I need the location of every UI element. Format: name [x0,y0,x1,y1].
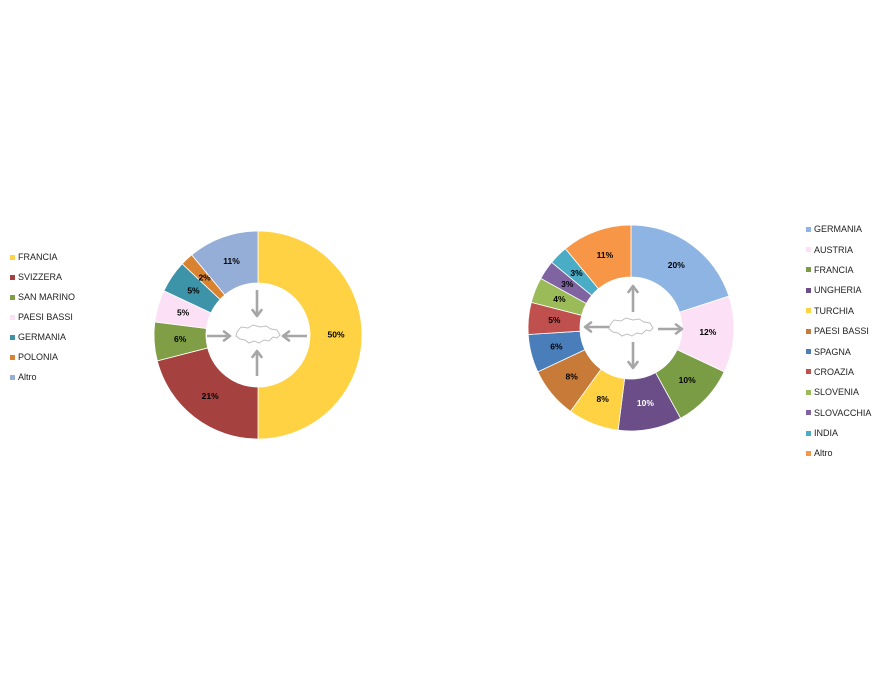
legend-swatch [806,410,811,416]
legend-item-ungheria: UNGHERIA [806,280,871,300]
slice-svizzera [156,347,259,440]
slice-label-francia: 10% [679,375,696,385]
legend-label: SLOVACCHIA [814,407,872,418]
legend-left: FRANCIA SVIZZERA SAN MARINO PAESI BASSI GERM… [10,247,75,387]
legend-label: CROAZIA [814,366,855,377]
legend-item-altro: Altro [806,443,871,463]
legend-item-austria: AUSTRIA [806,239,871,259]
donut-chart-2: 20% 12% 10% 10% 8% 8% 6% 5% 4% 3%3% 11% [527,224,735,432]
legend-label: PAESI BASSI [18,312,73,322]
legend-label: GERMANIA [814,224,863,235]
region-map-icon [608,317,654,337]
legend-label: SLOVENIA [814,387,860,398]
legend-label: SPAGNA [814,346,851,357]
slice-altro [564,224,632,290]
slice-germania [630,224,730,313]
legend-swatch [806,328,811,334]
arrow-up-icon [627,284,639,312]
legend-item-paesi-bassi: PAESI BASSI [806,321,871,341]
arrow-right-icon [207,330,232,342]
legend-swatch [10,314,15,320]
legend-right: GERMANIA AUSTRIA FRANCIA UNGHERIA TURCHIA PAE… [806,219,871,464]
legend-item-slovenia: SLOVENIA [806,382,871,402]
slice-label-san-marino: 6% [174,334,187,344]
slice-label-ungheria: 10% [637,398,654,408]
legend-item-croazia: CROAZIA [806,362,871,382]
slice-label-germania: 20% [668,260,685,270]
legend-label: INDIA [814,428,839,439]
slice-label-spagna: 6% [550,341,563,351]
legend-item-india: INDIA [806,423,871,443]
legend-item-polonia: POLONIA [10,347,75,367]
arrow-left-icon [583,321,609,333]
slice-francia [257,230,363,440]
legend-item-altro: Altro [10,367,75,387]
slice-label-slovacchia: 3% [561,279,574,289]
legend-swatch [10,274,15,280]
legend-item-slovacchia: SLOVACCHIA [806,403,871,423]
arrow-right-icon [658,323,684,335]
arrow-down-icon [627,342,639,370]
slice-label-paesi-bassi: 5% [177,307,190,317]
legend-item-san-marino: SAN MARINO [10,287,75,307]
slice-label-germania: 5% [187,285,200,295]
legend-item-francia: FRANCIA [806,260,871,280]
slice-label-polonia: 2% [198,272,211,282]
legend-label: SAN MARINO [18,292,76,302]
legend-swatch [806,349,811,355]
legend-swatch [806,369,811,375]
arrow-down-icon [251,290,263,318]
legend-item-turchia: TURCHIA [806,301,871,321]
slice-label-india: 3% [570,268,583,278]
legend-label: Altro [814,448,833,459]
legend-swatch [806,308,811,314]
slice-label-paesi-bassi: 8% [566,371,579,381]
donut-chart-1: 50% 21% 6% 5% 5% 2% 11% [153,230,363,440]
legend-label: GERMANIA [18,332,67,342]
legend-label: TURCHIA [814,305,854,316]
slice-label-croazia: 5% [548,315,561,325]
legend-swatch [10,334,15,340]
slice-label-slovenia: 4% [553,294,566,304]
legend-label: FRANCIA [814,264,854,275]
slice-altro [191,230,259,296]
legend-label: SVIZZERA [18,272,63,282]
legend-item-paesi-bassi: PAESI BASSI [10,307,75,327]
legend-swatch [806,450,811,456]
legend-swatch [806,430,811,436]
legend-swatch [806,267,811,273]
legend-swatch [806,226,811,232]
legend-label: UNGHERIA [814,285,862,296]
slice-label-altro: 11% [223,256,240,266]
legend-item-germania: GERMANIA [806,219,871,239]
legend-swatch [10,354,15,360]
legend-item-svizzera: SVIZZERA [10,267,75,287]
legend-item-francia: FRANCIA [10,247,75,267]
arrow-up-icon [251,349,263,376]
legend-swatch [806,247,811,253]
legend-swatch [806,389,811,395]
slice-label-austria: 12% [699,327,716,337]
legend-label: Altro [18,372,37,382]
legend-label: POLONIA [18,352,59,362]
legend-label: PAESI BASSI [814,326,869,337]
slice-label-svizzera: 21% [202,391,219,401]
slice-label-turchia: 8% [597,394,610,404]
legend-swatch [806,287,811,293]
legend-label: FRANCIA [18,252,58,262]
legend-swatch [10,374,15,380]
legend-item-spagna: SPAGNA [806,341,871,361]
legend-item-germania: GERMANIA [10,327,75,347]
legend-swatch [10,254,15,260]
region-map-icon [235,324,281,344]
slice-label-altro: 11% [597,250,614,260]
legend-label: AUSTRIA [814,244,854,255]
legend-swatch [10,294,15,300]
slice-label-francia: 50% [327,329,344,339]
arrow-left-icon [281,330,307,342]
